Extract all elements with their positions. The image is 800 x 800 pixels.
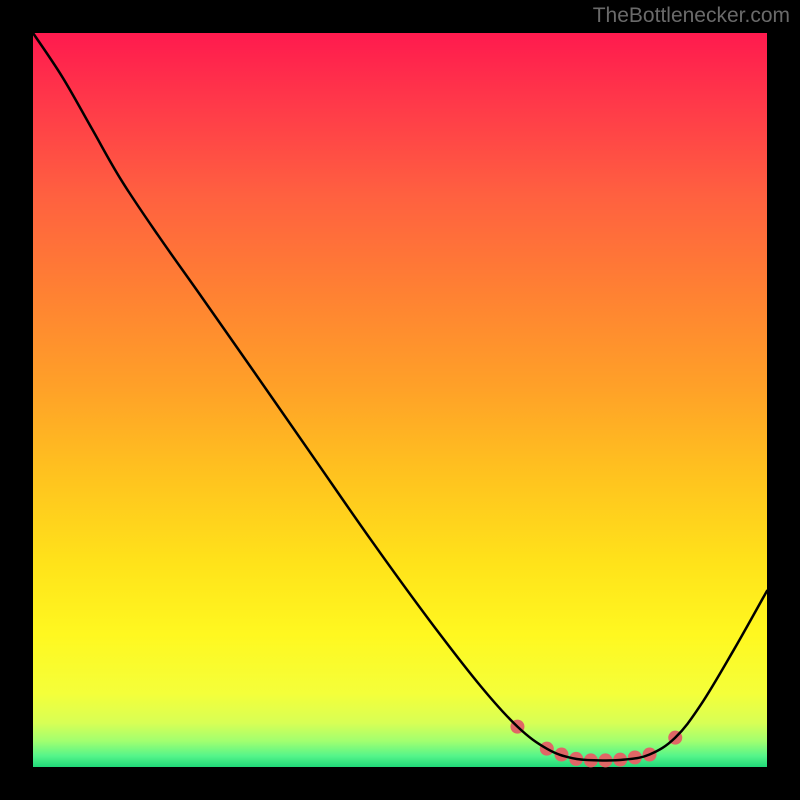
attribution-text: TheBottlenecker.com [593, 4, 790, 28]
chart-svg [0, 0, 800, 800]
chart-stage: TheBottlenecker.com [0, 0, 800, 800]
gradient-plot-area [33, 33, 767, 767]
